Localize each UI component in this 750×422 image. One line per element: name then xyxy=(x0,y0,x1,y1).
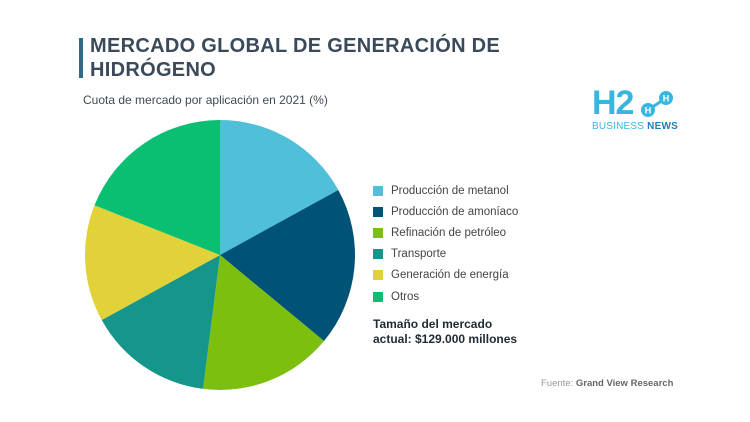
legend-swatch xyxy=(373,185,383,196)
source-note: Fuente: Grand View Research xyxy=(541,378,673,389)
legend-item: Producción de metanol xyxy=(373,180,518,201)
title-accent-bar xyxy=(79,38,83,78)
legend-label: Generación de energía xyxy=(391,269,509,282)
market-size-line1: Tamaño del mercado xyxy=(373,317,493,331)
legend-swatch xyxy=(373,206,383,217)
pie-slice-5 xyxy=(85,205,220,321)
legend-item: Otros xyxy=(373,286,518,307)
logo-news: NEWS xyxy=(647,121,678,132)
legend-item: Transporte xyxy=(373,244,518,265)
logo-business: BUSINESS xyxy=(592,121,645,132)
legend-label: Producción de metanol xyxy=(391,184,509,197)
legend-item: Refinación de petróleo xyxy=(373,222,518,243)
h2-business-news-logo: H2 H H BUSINESS NEWS xyxy=(590,84,680,136)
chart-legend: Producción de metanol Producción de amoní… xyxy=(373,180,518,307)
legend-swatch xyxy=(373,249,383,260)
legend-swatch xyxy=(373,227,383,238)
legend-item: Producción de amoníaco xyxy=(373,201,518,222)
legend-swatch xyxy=(373,291,383,302)
market-size-note: Tamaño del mercado actual: $129.000 mill… xyxy=(373,317,563,347)
legend-label: Otros xyxy=(391,290,420,303)
chart-subtitle: Cuota de mercado por aplicación en 2021 … xyxy=(83,93,328,107)
legend-swatch xyxy=(373,270,383,281)
pie-chart xyxy=(85,120,355,390)
molecule-icon: H H xyxy=(641,91,673,117)
legend-label: Transporte xyxy=(391,248,447,261)
legend-label: Producción de amoníaco xyxy=(391,205,519,218)
svg-text:H: H xyxy=(645,106,652,116)
logo-mark: H2 xyxy=(592,84,634,122)
pie-slice-6 xyxy=(94,120,220,255)
source-label: Fuente: xyxy=(541,378,574,389)
chart-title: MERCADO GLOBAL DE GENERACIÓN DE HIDRÓGEN… xyxy=(90,35,501,81)
pie-slice-1 xyxy=(220,120,339,255)
legend-label: Refinación de petróleo xyxy=(391,226,507,239)
pie-slice-3 xyxy=(203,255,325,390)
pie-slice-2 xyxy=(220,189,355,342)
pie-slice-4 xyxy=(101,255,220,389)
svg-text:H: H xyxy=(663,94,670,104)
source-name: Grand View Research xyxy=(575,378,674,389)
legend-item: Generación de energía xyxy=(373,265,518,286)
market-size-line2: actual: $129.000 millones xyxy=(373,332,518,346)
